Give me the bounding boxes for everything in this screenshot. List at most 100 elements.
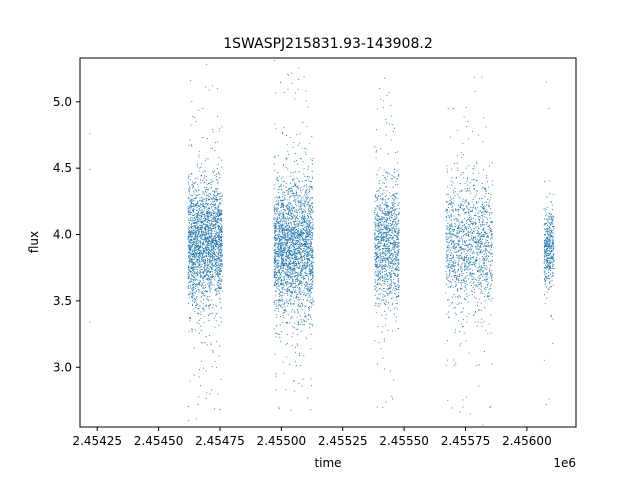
data-point <box>304 287 306 289</box>
data-point <box>213 203 215 206</box>
data-point <box>303 324 306 326</box>
data-point <box>304 245 306 247</box>
data-point <box>398 242 400 244</box>
data-point <box>385 217 388 219</box>
data-point <box>290 243 292 246</box>
data-point <box>282 215 284 217</box>
data-point <box>274 263 276 265</box>
data-point <box>291 309 293 311</box>
data-point <box>273 249 275 252</box>
data-point <box>221 279 223 281</box>
data-point <box>306 266 308 269</box>
data-point <box>305 336 307 338</box>
data-point <box>203 281 205 283</box>
data-point <box>296 308 299 311</box>
data-point <box>311 241 313 244</box>
data-point <box>297 226 299 228</box>
data-point <box>375 271 377 273</box>
data-point <box>193 300 195 302</box>
data-point <box>300 255 302 257</box>
data-point <box>287 230 290 232</box>
data-point <box>211 266 213 269</box>
data-point <box>283 258 285 260</box>
data-point <box>196 242 198 245</box>
data-point <box>300 254 302 256</box>
data-point <box>208 206 210 208</box>
data-point <box>195 297 197 299</box>
data-point <box>212 181 214 183</box>
data-point <box>198 252 200 254</box>
data-point <box>303 355 305 357</box>
data-point <box>290 255 292 257</box>
data-point <box>202 283 204 286</box>
data-point <box>273 205 275 207</box>
data-point <box>205 239 207 241</box>
data-point <box>281 239 283 241</box>
data-point <box>309 291 312 293</box>
data-point <box>212 366 214 368</box>
data-point <box>377 305 379 307</box>
data-point <box>210 248 212 250</box>
data-point <box>198 281 200 283</box>
data-point <box>221 270 223 272</box>
data-point <box>208 220 210 222</box>
data-point <box>279 206 281 209</box>
data-point <box>273 209 275 211</box>
data-point <box>307 248 309 250</box>
data-point <box>189 194 191 196</box>
data-point <box>298 292 300 294</box>
data-point <box>203 186 205 188</box>
data-point <box>198 218 200 220</box>
data-point <box>296 274 298 277</box>
data-point <box>215 220 217 223</box>
data-point <box>218 258 221 260</box>
data-point <box>289 217 291 219</box>
data-point <box>304 238 306 240</box>
data-point <box>212 129 214 131</box>
data-point <box>197 202 199 204</box>
data-point <box>301 180 303 182</box>
data-point <box>293 172 295 174</box>
data-point <box>304 206 306 208</box>
data-point <box>206 252 208 254</box>
data-point <box>199 241 201 243</box>
data-point <box>209 226 211 228</box>
data-point <box>187 212 189 214</box>
data-point <box>210 147 212 149</box>
data-point <box>278 221 280 223</box>
data-point <box>275 237 277 240</box>
data-point <box>394 286 396 288</box>
data-point <box>187 209 189 211</box>
data-point <box>221 321 223 323</box>
data-point <box>303 216 305 218</box>
data-point <box>195 249 197 251</box>
data-point <box>375 208 377 210</box>
data-point <box>214 269 216 272</box>
data-point <box>387 204 389 207</box>
data-point <box>304 179 306 181</box>
data-point <box>203 308 205 310</box>
data-point <box>203 177 205 179</box>
data-point <box>211 147 214 149</box>
data-point <box>221 244 223 246</box>
data-point <box>312 257 314 259</box>
data-point <box>194 267 196 269</box>
data-point <box>217 244 219 246</box>
data-point <box>386 220 388 223</box>
data-point <box>307 210 309 212</box>
data-point <box>202 278 204 280</box>
data-point <box>385 291 387 293</box>
data-point <box>210 276 212 278</box>
data-point <box>302 212 304 214</box>
data-point <box>206 245 208 247</box>
data-point <box>284 234 286 236</box>
data-point <box>192 209 194 211</box>
data-point <box>398 227 400 229</box>
data-point <box>378 190 380 192</box>
data-point <box>389 210 391 212</box>
data-point <box>307 234 309 236</box>
data-point <box>200 274 202 276</box>
data-point <box>396 303 398 305</box>
data-point <box>281 218 283 220</box>
data-point <box>214 216 216 218</box>
